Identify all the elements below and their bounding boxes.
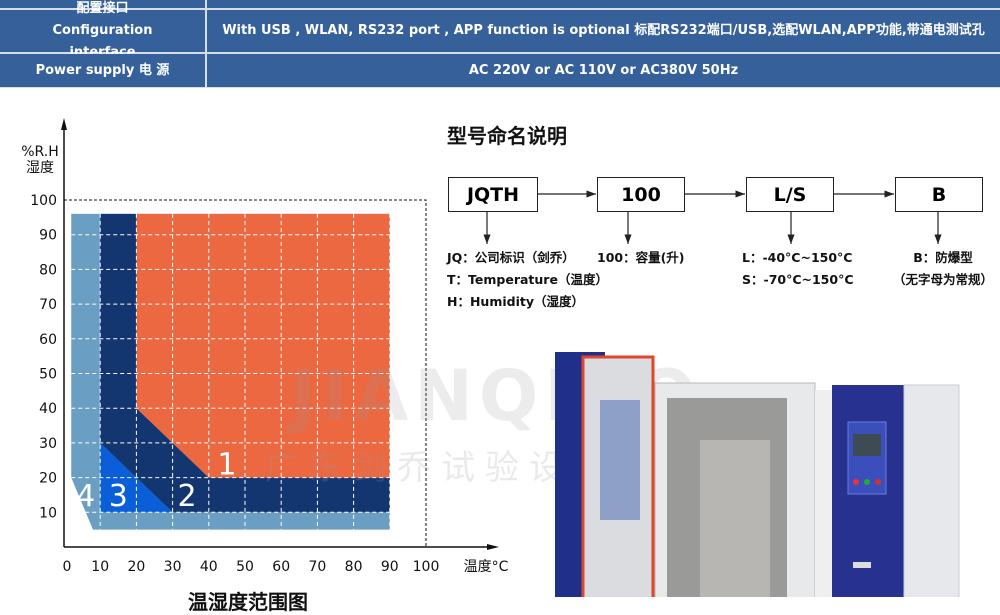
x-axis-label: 温度°C [464,559,509,575]
row-value: AC 220V or AC 110V or AC380V 50Hz [207,54,1000,87]
x-tick-label: 50 [236,559,254,575]
region-label: 3 [109,479,128,514]
y-tick-label: 40 [39,401,57,417]
y-tick-label: 20 [39,471,57,487]
desc-b: B：防爆型 [913,250,973,265]
box-ls: L/S [746,177,834,212]
y-tick-label: 70 [39,297,57,313]
x-tick-label: 30 [164,559,182,575]
x-tick-label: 10 [91,559,109,575]
desc-b-note: （无字母为常规） [893,272,994,287]
box-jqth: JQTH [448,177,538,212]
x-tick-label: 100 [413,559,440,575]
region-label: 2 [178,479,197,514]
y-axis-arrow [61,118,67,130]
y-axis-label: 湿度 [26,160,54,176]
y-tick-label: 60 [39,332,57,348]
y-tick-label: 50 [39,367,57,383]
desc-l: L：-40°C~150°C [742,250,853,265]
x-tick-label: 20 [127,559,145,575]
test-chamber-photo [555,352,960,597]
region-2 [100,213,390,513]
x-tick-label: 40 [200,559,218,575]
desc-t: T：Temperature（温度） [447,272,608,287]
region-label: 4 [76,479,95,514]
region-label: 1 [217,448,236,483]
desc-s: S：-70°C~150°C [742,272,854,287]
region-1 [136,213,390,478]
y-tick-label: 80 [39,262,57,278]
y-tick-label: 30 [39,436,57,452]
limit-line [64,199,427,547]
y-tick-label: 90 [39,228,57,244]
box-100: 100 [597,177,685,212]
x-tick-label: 0 [63,559,72,575]
region-3 [100,442,173,513]
x-tick-label: 60 [272,559,290,575]
naming-arrows [483,190,942,244]
box-b: B [895,177,983,212]
table-row: Power supply 电 源 AC 220V or AC 110V or A… [0,54,1000,87]
desc-100: 100：容量(升) [597,250,685,265]
desc-h: H：Humidity（湿度） [447,294,584,309]
naming-title: 型号命名说明 [447,124,567,148]
x-tick-label: 70 [308,559,326,575]
x-axis-arrow [487,544,499,550]
x-tick-label: 80 [345,559,363,575]
y-axis-label: %R.H [21,144,59,160]
row-value: With USB , WLAN, RS232 port , APP functi… [207,10,1000,52]
y-tick-label: 10 [39,505,57,521]
desc-jq: JQ：公司标识（剑乔） [447,250,575,265]
y-tick-label: 100 [30,193,57,209]
chart-title: 温湿度范围图 [188,590,308,614]
row-label: Power supply 电 源 [0,54,205,87]
x-tick-label: 90 [381,559,399,575]
spec-table: 配置接口Configuration interface With USB , W… [0,0,1000,88]
